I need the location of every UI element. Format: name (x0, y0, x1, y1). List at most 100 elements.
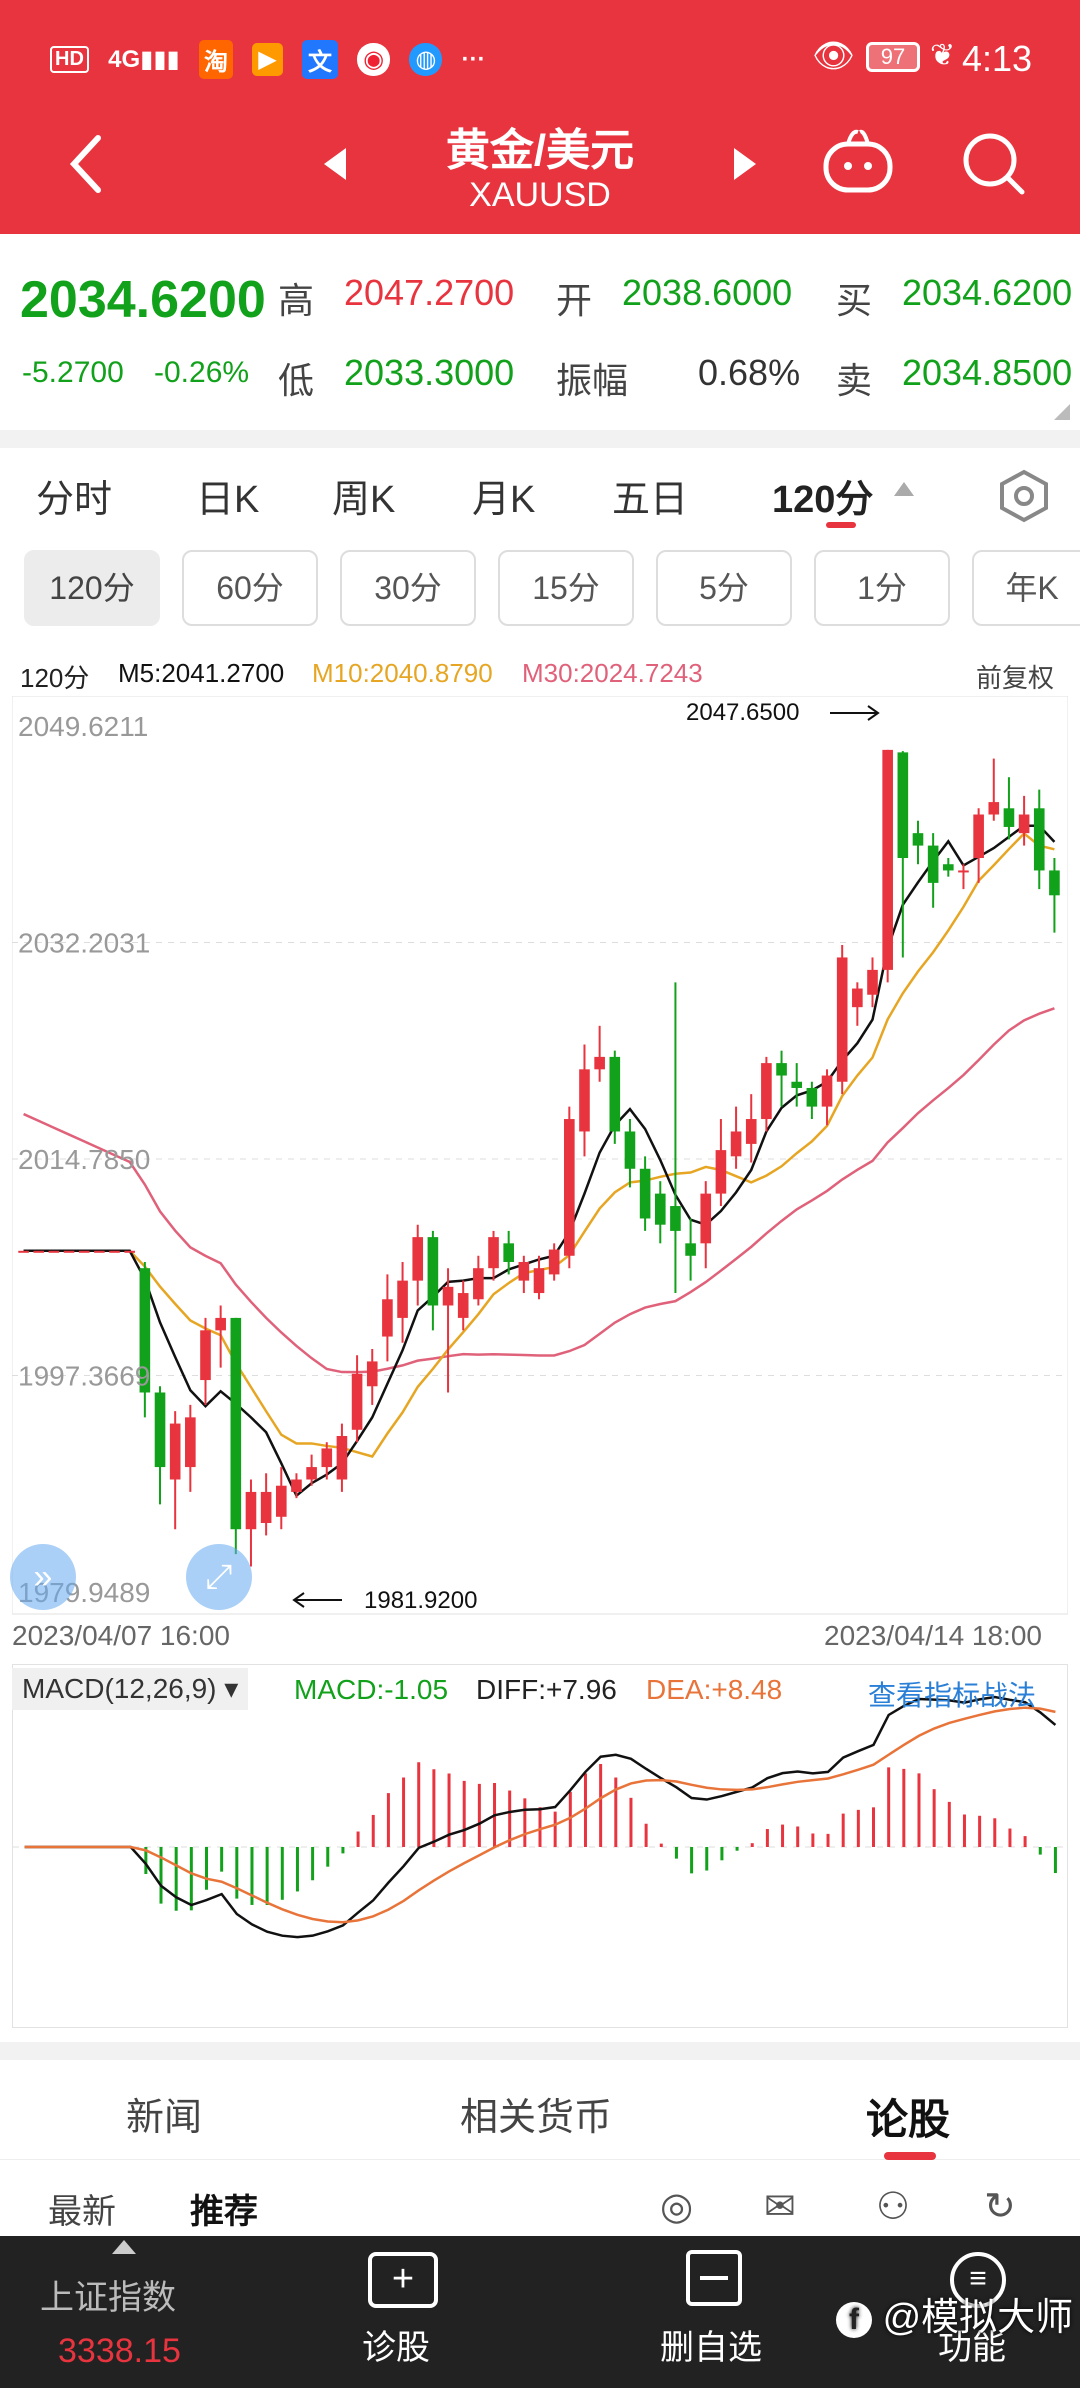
candle-body (275, 1485, 287, 1517)
period-15min[interactable]: 15分 (498, 550, 634, 626)
browser-icon: ◍ (409, 43, 443, 76)
period-120min[interactable]: 120分 (24, 550, 160, 626)
refresh-icon[interactable]: ↻ (984, 2186, 1016, 2228)
menu-icon[interactable]: ≡ (950, 2252, 1006, 2308)
diagnose-label[interactable]: 诊股 (362, 2329, 430, 2367)
candle-body (48, 1250, 60, 1253)
candlestick-chart[interactable]: 2049.6211 2032.2031 2014.7850 1997.3669 1979… (10, 695, 1069, 1696)
remove-watchlist-label[interactable]: 删自选 (660, 2329, 762, 2367)
high-label: 高 (278, 280, 315, 321)
expand-arrows-icon: ⤢ (205, 1558, 233, 1596)
candle-body (503, 1243, 514, 1262)
period-5min[interactable]: 5分 (656, 550, 792, 626)
indicator-strategy-link[interactable]: 查看指标战法 (868, 1680, 1037, 1711)
tab-daily-k[interactable]: 日K (196, 479, 260, 521)
search-icon (963, 133, 1025, 195)
divider (0, 2042, 1080, 2060)
y-axis-label: 2049.6211 (18, 711, 148, 742)
candle-body (351, 1373, 363, 1430)
tab-monthly-k[interactable]: 月K (472, 479, 536, 521)
candle-body (94, 1250, 105, 1253)
collapse-button[interactable]: » (10, 1544, 76, 1610)
mail-icon[interactable]: ✉ (764, 2186, 796, 2228)
back-button[interactable] (58, 124, 118, 204)
tab-weekly-k[interactable]: 周K (332, 479, 396, 521)
leaf-icon: ❦ (930, 39, 956, 72)
candle-body (169, 1423, 181, 1480)
price-change-pct: -0.26% (154, 356, 250, 389)
tab-forum[interactable]: 论股 (866, 2096, 951, 2143)
fullscreen-button[interactable]: ⤢ (186, 1544, 252, 1610)
remove-watchlist-icon[interactable] (686, 2250, 742, 2306)
candle-body (427, 1237, 439, 1306)
price-change: -5.2700 (22, 356, 124, 389)
candle-body (1033, 808, 1045, 871)
macd-panel[interactable] (12, 1664, 1069, 2028)
candle-body (821, 1075, 833, 1107)
expand-up-icon[interactable] (112, 2240, 136, 2254)
candle-body (366, 1361, 378, 1387)
candle-body (715, 1150, 727, 1194)
diff-value: DIFF:+7.96 (476, 1674, 617, 1705)
next-instrument-button[interactable] (728, 144, 762, 184)
candle-body (594, 1056, 605, 1070)
facebook-icon: f (836, 2301, 872, 2338)
high-value: 2047.2700 (344, 272, 515, 313)
prev-instrument-button[interactable] (318, 144, 352, 184)
candle-body (852, 988, 863, 1008)
period-yearly-k[interactable]: 年K (972, 550, 1080, 626)
status-bar: HD 4G▮▮▮ 淘 ▶ 文 ◉ ◍ ··· 👁 97 ❦ 4:13 (0, 0, 1080, 110)
subtab-latest[interactable]: 最新 (48, 2193, 116, 2231)
candle-body (730, 1131, 742, 1157)
status-time: 4:13 (962, 38, 1033, 79)
battery-icon: 97 (866, 42, 920, 72)
tab-five-day[interactable]: 五日 (612, 479, 689, 521)
search-button[interactable] (958, 128, 1028, 198)
low-value: 2033.3000 (344, 352, 515, 393)
diagnose-icon[interactable]: + (368, 2252, 438, 2308)
ma-period: 120分 (20, 663, 90, 693)
candle-body (806, 1087, 818, 1107)
candle-body (154, 1392, 166, 1468)
candle-body (442, 1286, 454, 1306)
user-icon[interactable]: ⚇ (876, 2186, 911, 2228)
candle-body (927, 845, 939, 883)
subtab-recommended[interactable]: 推荐 (190, 2193, 258, 2231)
assistant-button[interactable] (820, 126, 896, 198)
candle-body (685, 1243, 696, 1256)
candle-body (1018, 814, 1030, 834)
period-1min[interactable]: 1分 (814, 550, 950, 626)
candle-body (18, 1250, 29, 1253)
function-label[interactable]: 功能 (938, 2329, 1006, 2367)
adjust-mode[interactable]: 前复权 (976, 663, 1055, 693)
period-60min[interactable]: 60分 (182, 550, 318, 626)
target-icon[interactable]: ◎ (660, 2186, 694, 2228)
video-icon: ▶ (252, 43, 283, 76)
tab-news[interactable]: 新闻 (126, 2097, 203, 2139)
period-30min[interactable]: 30分 (340, 550, 476, 626)
candle-body (579, 1069, 590, 1132)
expand-corner-icon[interactable] (1054, 404, 1070, 420)
page-title: 黄金/美元 (445, 126, 635, 175)
candle-body (260, 1491, 272, 1524)
candle-body (654, 1193, 666, 1225)
candle-body (321, 1448, 333, 1468)
more-dots-icon: ··· (461, 45, 486, 73)
amplitude-label: 振幅 (556, 360, 629, 401)
open-value: 2038.6000 (622, 272, 793, 313)
tab-120min[interactable]: 120分 (772, 479, 874, 521)
candle-body (124, 1250, 136, 1253)
candle-body (230, 1317, 242, 1530)
active-tab-indicator (826, 522, 856, 528)
candle-body (639, 1168, 651, 1219)
candle-body (958, 870, 969, 873)
tab-intraday[interactable]: 分时 (36, 479, 113, 521)
tab-related-currency[interactable]: 相关货币 (460, 2097, 613, 2139)
chart-settings-button[interactable] (996, 466, 1052, 526)
indicator-selector[interactable]: MACD(12,26,9) ▾ (12, 1668, 249, 1710)
macd-chart-svg (13, 1695, 1069, 1939)
candle-body (473, 1268, 484, 1300)
buy-label: 买 (836, 280, 873, 321)
forum-subtabs: 最新 推荐 ◎ ✉ ⚇ ↻ (0, 2162, 1080, 2238)
index-name[interactable]: 上证指数 (40, 2279, 176, 2317)
